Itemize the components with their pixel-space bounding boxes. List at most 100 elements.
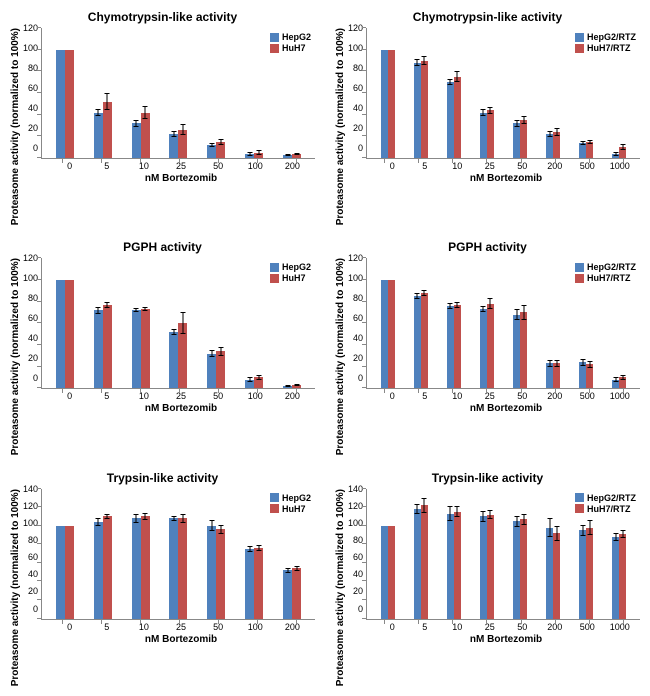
x-axis-label: nM Bortezomib xyxy=(47,403,315,414)
bar-series1 xyxy=(169,518,178,618)
bar-series2 xyxy=(103,305,112,388)
bar-group xyxy=(94,516,112,618)
bar-series1 xyxy=(56,526,65,619)
y-ticks: 140120100806040200 xyxy=(348,484,366,614)
bar-group xyxy=(546,528,560,619)
bar-series1 xyxy=(513,315,520,389)
legend-label-1: HepG2 xyxy=(282,493,311,503)
bar-series1 xyxy=(546,134,553,158)
bar-series2 xyxy=(487,515,494,619)
xtick-label: 25 xyxy=(474,161,507,171)
chart-grid: Chymotrypsin-like activity Proteasome ac… xyxy=(10,10,640,686)
y-ticks: 120100806040200 xyxy=(23,253,41,383)
ytick-label: 20 xyxy=(353,353,363,363)
xtick-label: 200 xyxy=(274,161,311,171)
bar-series2 xyxy=(487,110,494,158)
bar-series2 xyxy=(586,528,593,619)
legend-label-1: HepG2 xyxy=(282,262,311,272)
legend: HepG2 HuH7 xyxy=(270,32,311,54)
ytick-label: 0 xyxy=(33,143,38,153)
y-axis-label: Proteasome activity (normalized to 100%) xyxy=(10,258,21,455)
xtick-label: 10 xyxy=(441,622,474,632)
bar-group xyxy=(56,526,74,619)
legend-swatch-1 xyxy=(270,493,279,502)
bar-series1 xyxy=(480,309,487,388)
ytick-label: 140 xyxy=(23,484,38,494)
ytick-label: 80 xyxy=(353,63,363,73)
ytick-label: 40 xyxy=(353,569,363,579)
bar-series1 xyxy=(207,354,216,389)
legend-label-1: HepG2/RTZ xyxy=(587,262,636,272)
bar-series2 xyxy=(454,305,461,388)
bar-series1 xyxy=(381,50,388,158)
xtick-label: 0 xyxy=(51,161,88,171)
legend-swatch-2 xyxy=(270,44,279,53)
xtick-label: 500 xyxy=(571,622,604,632)
bar-series2 xyxy=(292,385,301,388)
bar-series2 xyxy=(141,309,150,388)
bar-series1 xyxy=(579,362,586,388)
bar-series1 xyxy=(169,332,178,388)
bar-group xyxy=(447,77,461,158)
xtick-label: 5 xyxy=(409,391,442,401)
bar-series1 xyxy=(612,154,619,158)
bar-group xyxy=(245,153,263,158)
bar-series2 xyxy=(141,516,150,618)
ytick-label: 20 xyxy=(353,586,363,596)
bar-group xyxy=(283,568,301,618)
bar-group xyxy=(169,323,187,388)
bar-group xyxy=(169,130,187,158)
bar-series1 xyxy=(245,154,254,158)
bar-group xyxy=(579,362,593,388)
legend-item-1: HepG2 xyxy=(270,493,311,503)
bar-series1 xyxy=(94,522,103,619)
x-axis-label: nM Bortezomib xyxy=(47,173,315,184)
bar-group xyxy=(546,132,560,158)
chart-pgph-left: PGPH activity Proteasome activity (norma… xyxy=(10,240,315,455)
chart-tryp-right: Trypsin-like activity Proteasome activit… xyxy=(335,471,640,686)
bar-series2 xyxy=(178,323,187,388)
xtick-label: 10 xyxy=(441,161,474,171)
bar-series2 xyxy=(619,147,626,158)
plot-area: HepG2/RTZ HuH7/RTZ xyxy=(366,489,640,620)
chart-chymo-left: Chymotrypsin-like activity Proteasome ac… xyxy=(10,10,315,225)
bar-group xyxy=(414,293,428,388)
legend-label-2: HuH7/RTZ xyxy=(587,504,631,514)
bar-series1 xyxy=(132,518,141,618)
bar-series2 xyxy=(103,102,112,158)
legend-item-2: HuH7/RTZ xyxy=(575,43,636,53)
ytick-label: 0 xyxy=(358,604,363,614)
legend-label-2: HuH7 xyxy=(282,43,306,53)
bar-series1 xyxy=(546,363,553,388)
bar-series1 xyxy=(414,296,421,388)
xtick-label: 500 xyxy=(571,391,604,401)
bar-group xyxy=(579,528,593,619)
x-ticks: 05102550100200 xyxy=(47,620,315,632)
bar-group xyxy=(169,518,187,618)
bar-series2 xyxy=(178,130,187,158)
bar-series1 xyxy=(579,530,586,618)
legend: HepG2/RTZ HuH7/RTZ xyxy=(575,493,636,515)
legend: HepG2/RTZ HuH7/RTZ xyxy=(575,262,636,284)
ytick-label: 80 xyxy=(353,293,363,303)
chart-title: Chymotrypsin-like activity xyxy=(335,10,640,24)
xtick-label: 10 xyxy=(125,161,162,171)
bar-group xyxy=(612,534,626,619)
ytick-label: 140 xyxy=(348,484,363,494)
ytick-label: 0 xyxy=(33,604,38,614)
xtick-label: 25 xyxy=(162,161,199,171)
legend: HepG2/RTZ HuH7/RTZ xyxy=(575,32,636,54)
bar-series2 xyxy=(553,533,560,618)
bar-series1 xyxy=(94,310,103,388)
legend-item-1: HepG2/RTZ xyxy=(575,262,636,272)
xtick-label: 100 xyxy=(237,622,274,632)
ytick-label: 120 xyxy=(23,501,38,511)
bar-series1 xyxy=(56,50,65,158)
ytick-label: 20 xyxy=(28,586,38,596)
bar-group xyxy=(480,304,494,389)
ytick-label: 120 xyxy=(348,253,363,263)
x-ticks: 051025502005001000 xyxy=(372,159,640,171)
xtick-label: 1000 xyxy=(604,391,637,401)
bar-series1 xyxy=(414,63,421,158)
plot-area: HepG2 HuH7 xyxy=(41,258,315,389)
